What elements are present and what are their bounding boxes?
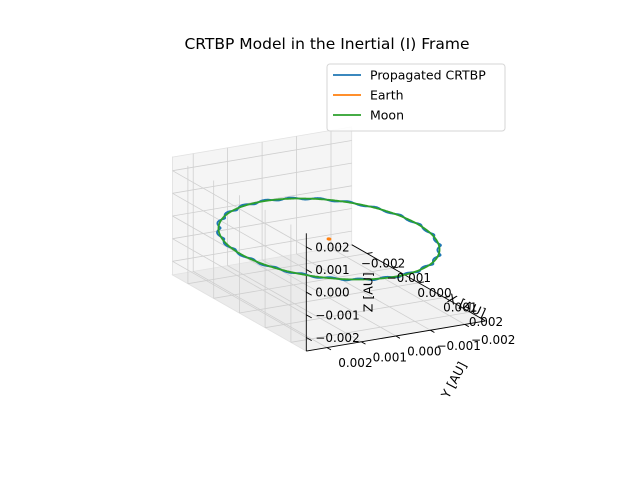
x-tick <box>367 252 373 254</box>
series-layer <box>216 196 442 282</box>
x-tick <box>444 296 450 298</box>
y-tick-label: −0.002 <box>471 333 515 347</box>
series-line-moon <box>217 197 441 281</box>
y-tick <box>430 329 435 333</box>
legend-label: Earth <box>370 88 404 103</box>
z-axis-label: Z [AU] <box>360 272 375 312</box>
y-tick-label: 0.000 <box>407 345 441 359</box>
z-tick-label: −0.001 <box>315 308 359 322</box>
series-line-earth <box>326 237 332 241</box>
y-tick <box>464 324 470 328</box>
x-tick-label: 0.001 <box>443 300 477 314</box>
y-tick-label: −0.001 <box>436 339 480 353</box>
z-tick-label: 0.000 <box>315 286 349 300</box>
z-tick-label: 0.001 <box>315 263 349 277</box>
legend-box <box>326 63 506 132</box>
y-gridline-floor <box>193 271 328 348</box>
y-gridline-floor <box>227 265 362 343</box>
y-tick <box>395 335 401 339</box>
x-tick <box>470 310 476 313</box>
axis-lines <box>305 233 486 352</box>
z-gridline-left <box>172 140 352 172</box>
x-tick <box>392 266 399 269</box>
legend-label: Moon <box>370 108 404 123</box>
z-tick <box>306 269 312 273</box>
x-tick-label: −0.002 <box>361 257 405 271</box>
x-gridline-floor <box>265 297 445 329</box>
z-tick-label: 0.002 <box>315 240 349 254</box>
y-tick <box>326 347 332 351</box>
x-tick-label: 0.000 <box>417 286 451 300</box>
z-gridline-back <box>172 170 307 248</box>
y-tick-label: 0.002 <box>338 356 372 370</box>
grid-lines <box>172 130 471 348</box>
chart-title: CRTBP Model in the Inertial (I) Frame <box>184 35 469 53</box>
y-gridline-floor <box>261 259 397 337</box>
tick-labels: −0.002−0.002−0.002−0.001−0.001−0.0010.00… <box>315 240 515 370</box>
z-tick <box>306 337 312 341</box>
x-tick-label: 0.002 <box>469 315 503 329</box>
y-tick <box>361 341 366 345</box>
x-tick-label: −0.001 <box>387 271 431 285</box>
y-tick-label: 0.001 <box>373 350 407 364</box>
z-tick <box>306 314 312 319</box>
legend: Propagated CRTBP Earth Moon <box>326 63 506 132</box>
z-gridline-back <box>172 192 307 270</box>
z-tick-label: −0.002 <box>315 331 359 345</box>
x-gridline-floor <box>290 311 471 343</box>
z-tick <box>306 246 312 251</box>
z-tick <box>306 291 312 296</box>
z-gridline-left <box>172 162 352 194</box>
legend-label: Propagated CRTBP <box>370 68 486 83</box>
x-tick <box>418 281 425 284</box>
